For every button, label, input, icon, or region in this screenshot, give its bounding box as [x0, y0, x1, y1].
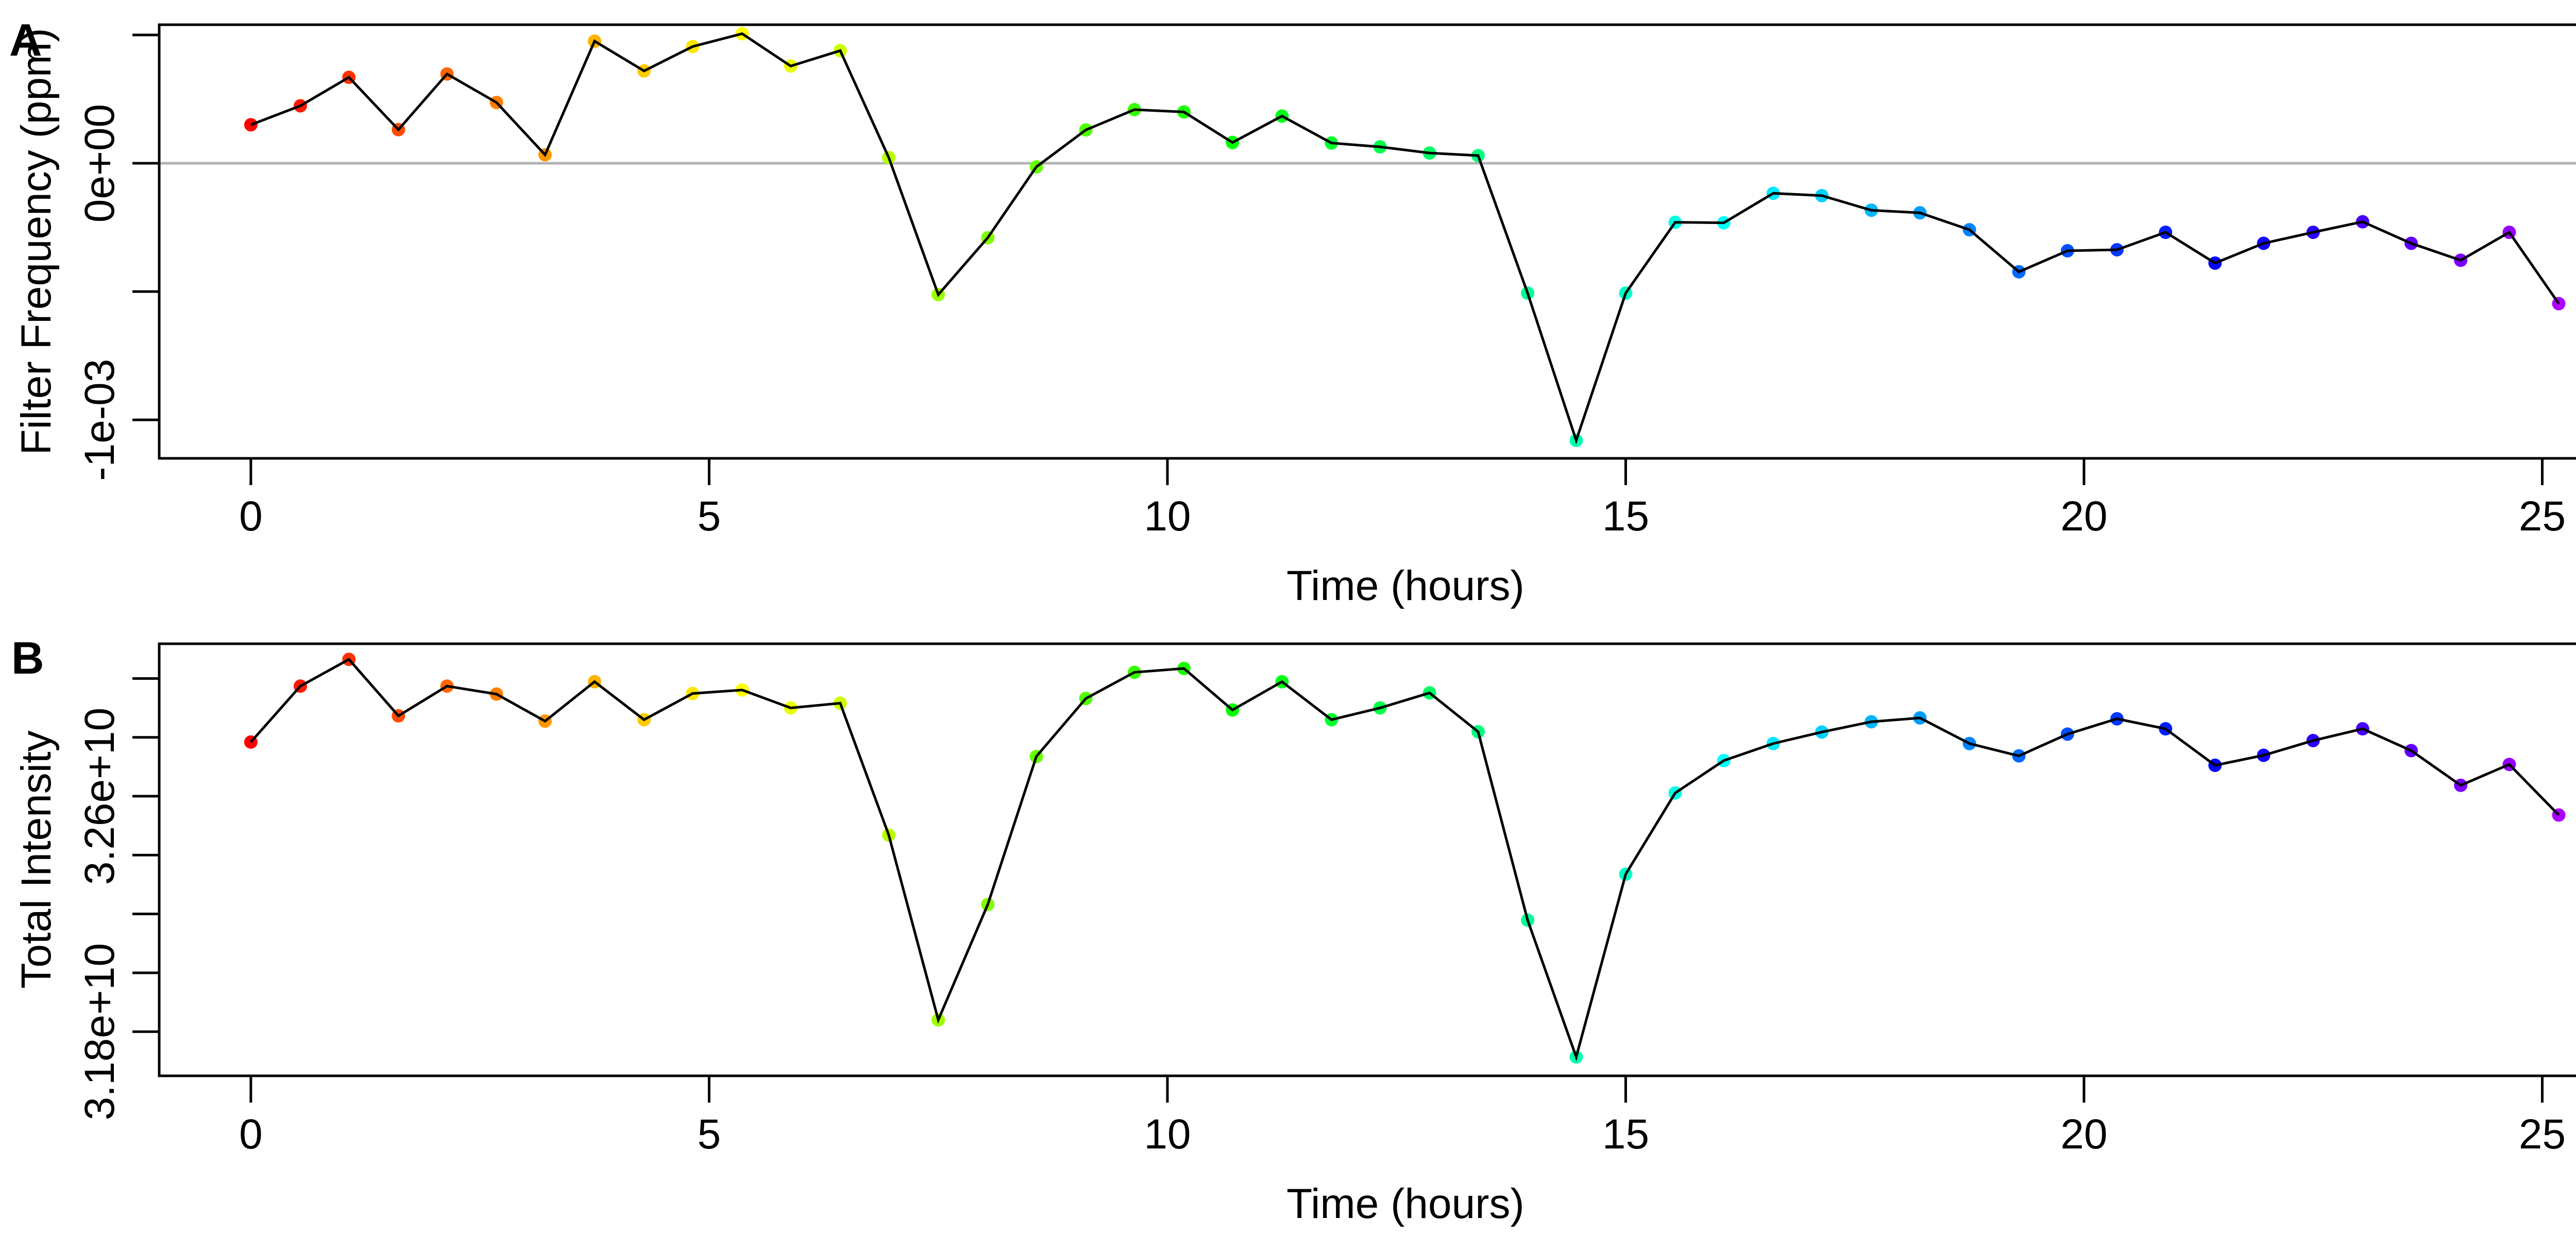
x-tick-label: 5	[698, 493, 721, 540]
y-axis-title-b: Total Intensity	[13, 730, 60, 988]
panel-label-b: B	[11, 632, 44, 683]
x-tick-label: 0	[239, 1111, 263, 1158]
x-tick-label: 25	[2519, 493, 2566, 540]
panel-a-filter-frequency: A Filter Frequency (ppm) Time (hours) 0e…	[9, 14, 2576, 609]
y-tick-label: 3.26e+10	[76, 708, 123, 885]
x-tick-label: 25	[2519, 1111, 2566, 1158]
series-filter-frequency	[244, 27, 2566, 448]
y-tick-label: -1e-03	[76, 359, 123, 481]
series-line	[250, 32, 2560, 445]
x-tick-label: 10	[1144, 493, 1191, 540]
x-tick-label: 15	[1602, 493, 1649, 540]
x-tick-label: 10	[1144, 1111, 1191, 1158]
x-tick-label: 20	[2060, 1111, 2107, 1158]
x-axis-b: 0 5 10 15 20 25	[239, 1076, 2566, 1158]
x-axis-title-a: Time (hours)	[1286, 562, 1524, 609]
y-axis-title-a: Filter Frequency (ppm)	[13, 28, 60, 455]
plot-frame-a	[158, 23, 2576, 460]
y-tick-label: 0e+00	[76, 104, 123, 222]
x-tick-label: 20	[2060, 493, 2107, 540]
x-tick-label: 15	[1602, 1111, 1649, 1158]
x-tick-label: 0	[239, 493, 263, 540]
x-axis-a: 0 5 10 15 20 25	[239, 458, 2566, 540]
plot-frame-b	[158, 642, 2576, 1077]
y-axis-b: 3.26e+10 3.18e+10	[76, 677, 159, 1120]
series-line	[250, 658, 2560, 1061]
y-tick-label: 3.18e+10	[76, 943, 123, 1120]
x-tick-label: 5	[698, 1111, 721, 1158]
y-axis-a: 0e+00 -1e-03	[76, 33, 159, 481]
panel-label-a: A	[9, 14, 42, 65]
series-total-intensity	[244, 653, 2566, 1064]
x-axis-title-b: Time (hours)	[1286, 1180, 1524, 1227]
panel-b-total-intensity: B Total Intensity Time (hours) 3.26e+103…	[11, 632, 2576, 1227]
